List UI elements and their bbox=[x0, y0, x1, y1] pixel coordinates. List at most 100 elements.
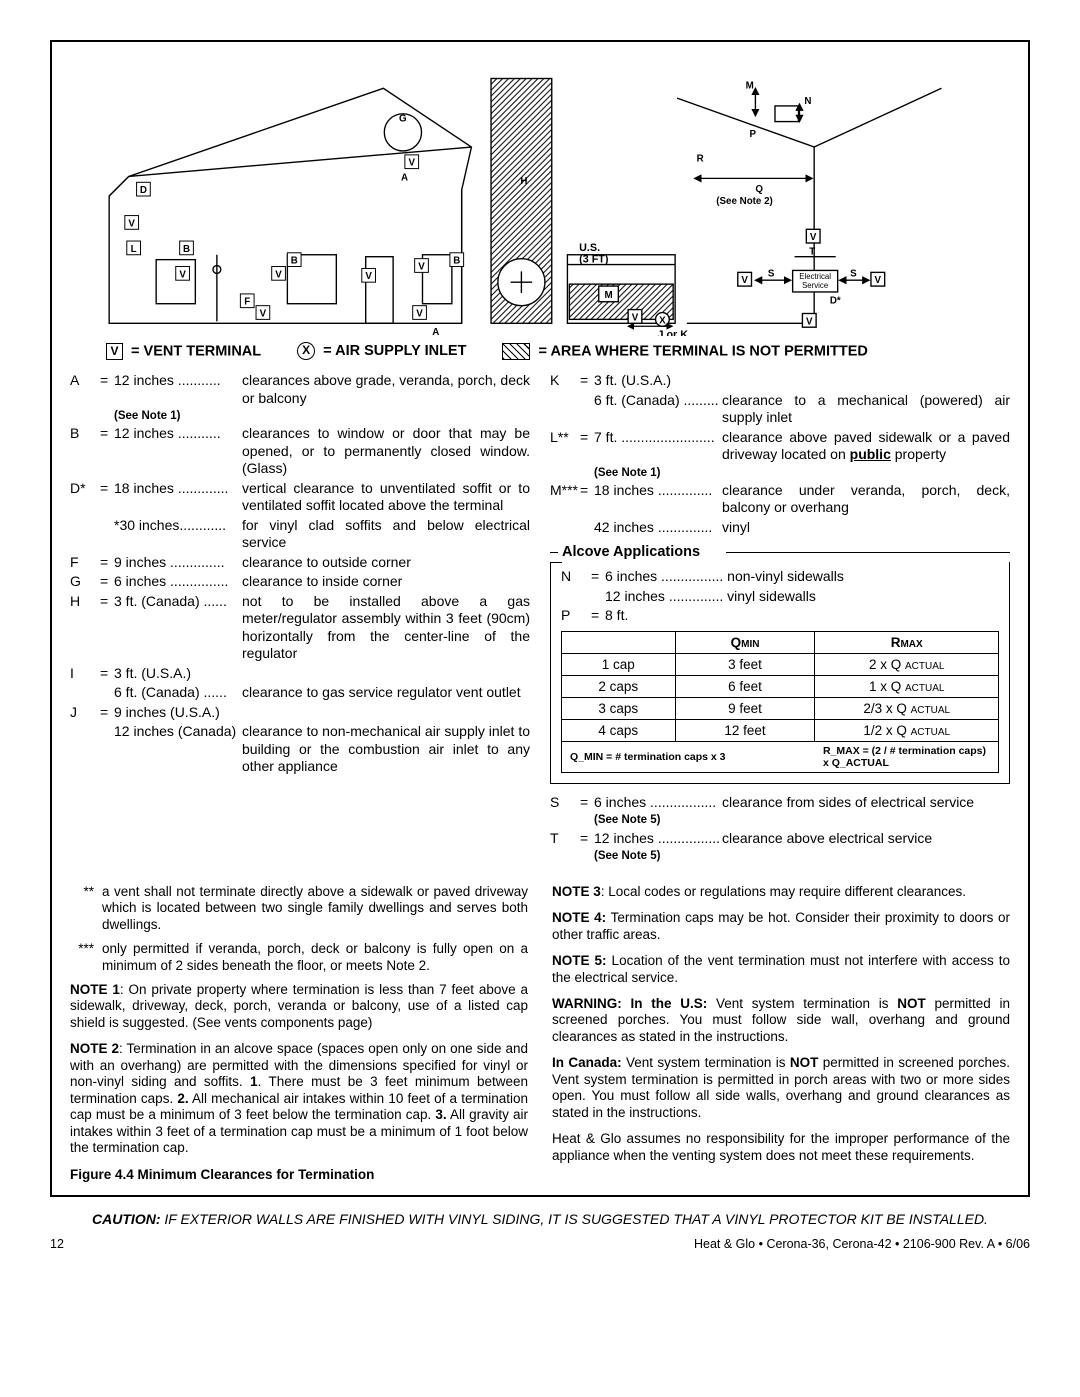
clearance-row: I=3 ft. (U.S.A.) bbox=[70, 665, 530, 683]
svg-text:V: V bbox=[408, 158, 415, 169]
svg-text:D: D bbox=[140, 185, 147, 196]
clearance-row: 12 inches (Canada)clearance to non-mecha… bbox=[70, 723, 530, 776]
legend-vent: V = VENT TERMINAL bbox=[106, 343, 261, 360]
svg-text:J or K: J or K bbox=[658, 329, 689, 336]
note-paragraph: NOTE 3: Local codes or regulations may r… bbox=[552, 884, 1010, 900]
clearance-row: 42 inches ..............vinyl bbox=[550, 519, 1010, 537]
clearance-row: D*=18 inches .............vertical clear… bbox=[70, 480, 530, 515]
note-paragraph: In Canada: Vent system termination is NO… bbox=[552, 1055, 1010, 1121]
svg-text:M: M bbox=[604, 290, 612, 301]
alcove-box: Alcove Applications N=6 inches .........… bbox=[550, 546, 1010, 784]
clearance-row: J=9 inches (U.S.A.) bbox=[70, 704, 530, 722]
svg-text:Service: Service bbox=[802, 281, 828, 290]
clearance-row: F=9 inches ..............clearance to ou… bbox=[70, 554, 530, 572]
svg-text:V: V bbox=[810, 232, 817, 243]
caution-line: CAUTION: IF EXTERIOR WALLS ARE FINISHED … bbox=[50, 1211, 1030, 1227]
svg-text:M: M bbox=[746, 80, 754, 91]
svg-text:T: T bbox=[809, 247, 815, 258]
svg-text:V: V bbox=[416, 308, 423, 319]
qr-formula-r: R_MAX = (2 / # termination caps) x Q_ACT… bbox=[815, 741, 999, 772]
svg-text:A: A bbox=[432, 327, 439, 336]
svg-text:V: V bbox=[179, 269, 186, 280]
svg-text:H: H bbox=[520, 176, 527, 187]
legend-air: X = AIR SUPPLY INLET bbox=[297, 342, 466, 360]
svg-text:V: V bbox=[260, 308, 267, 319]
svg-text:S: S bbox=[850, 268, 857, 279]
page-border: M V X U.S. (3 FT) J or K M N bbox=[50, 40, 1030, 1197]
alcove-n2: 12 inches .............. vinyl sidewalls bbox=[605, 588, 999, 606]
svg-text:V: V bbox=[418, 261, 425, 272]
asterisk-note: ***only permitted if veranda, porch, dec… bbox=[70, 941, 528, 974]
caution-text: IF EXTERIOR WALLS ARE FINISHED WITH VINY… bbox=[164, 1211, 988, 1227]
svg-text:S: S bbox=[768, 268, 775, 279]
note-paragraph: NOTE 5: Location of the vent termination… bbox=[552, 953, 1010, 986]
clearance-row: H=3 ft. (Canada) ......not to be install… bbox=[70, 593, 530, 663]
svg-text:P: P bbox=[750, 129, 757, 140]
qr-row: 3 caps9 feet2/3 x Q ACTUAL bbox=[562, 697, 999, 719]
notes-left-col: **a vent shall not terminate directly ab… bbox=[70, 884, 528, 1184]
svg-text:V: V bbox=[128, 218, 135, 229]
clearance-left: A=12 inches ...........clearances above … bbox=[70, 372, 530, 866]
alcove-n1: 6 inches ................ non-vinyl side… bbox=[605, 568, 999, 586]
svg-text:N: N bbox=[804, 96, 811, 107]
notes-right-col: NOTE 3: Local codes or regulations may r… bbox=[552, 884, 1010, 1184]
svg-text:D*: D* bbox=[830, 296, 841, 307]
legend-row: V = VENT TERMINAL X = AIR SUPPLY INLET =… bbox=[106, 342, 1010, 360]
svg-text:G: G bbox=[399, 114, 407, 125]
clearance-note: (See Note 5) bbox=[550, 813, 1010, 827]
svg-text:B: B bbox=[291, 256, 298, 267]
svg-text:V: V bbox=[741, 275, 748, 286]
qr-formula-l: Q_MIN = # termination caps x 3 bbox=[562, 741, 815, 772]
clearance-note: (See Note 5) bbox=[550, 849, 1010, 863]
alcove-p: 8 ft. bbox=[605, 607, 999, 625]
alcove-title: Alcove Applications bbox=[562, 544, 700, 560]
clearance-note: (See Note 1) bbox=[70, 409, 530, 423]
clearance-row: A=12 inches ...........clearances above … bbox=[70, 372, 530, 407]
svg-text:B: B bbox=[183, 244, 190, 255]
qr-row: 2 caps6 feet1 x Q ACTUAL bbox=[562, 675, 999, 697]
note-paragraph: NOTE 4: Termination caps may be hot. Con… bbox=[552, 910, 1010, 943]
clearance-row: 6 ft. (Canada) .........clearance to a m… bbox=[550, 392, 1010, 427]
note-paragraph: NOTE 2: Termination in an alcove space (… bbox=[70, 1041, 528, 1156]
note-paragraph: WARNING: In the U.S: Vent system termina… bbox=[552, 996, 1010, 1045]
note-paragraph: NOTE 1: On private property where termin… bbox=[70, 982, 528, 1031]
note-paragraph: Heat & Glo assumes no responsibility for… bbox=[552, 1131, 1010, 1164]
clearance-diagram: M V X U.S. (3 FT) J or K M N bbox=[70, 56, 1010, 336]
clearance-row: K=3 ft. (U.S.A.) bbox=[550, 372, 1010, 390]
svg-text:V: V bbox=[632, 312, 639, 323]
svg-text:V: V bbox=[875, 275, 882, 286]
clearance-row: G=6 inches ...............clearance to i… bbox=[70, 573, 530, 591]
clearance-columns: A=12 inches ...........clearances above … bbox=[70, 372, 1010, 866]
svg-text:Electrical: Electrical bbox=[799, 272, 831, 281]
clearance-row: S=6 inches .................clearance fr… bbox=[550, 794, 1010, 812]
clearance-row: B=12 inches ...........clearances to win… bbox=[70, 425, 530, 478]
clearance-row: L**=7 ft. ........................cleara… bbox=[550, 429, 1010, 464]
svg-text:(3 FT): (3 FT) bbox=[579, 254, 609, 266]
svg-text:V: V bbox=[365, 271, 372, 282]
notes-section: **a vent shall not terminate directly ab… bbox=[70, 884, 1010, 1184]
svg-text:F: F bbox=[244, 297, 250, 308]
page-number: 12 bbox=[50, 1237, 64, 1251]
clearance-right: K=3 ft. (U.S.A.) 6 ft. (Canada) .........… bbox=[550, 372, 1010, 866]
clearance-row: *30 inches............for vinyl clad sof… bbox=[70, 517, 530, 552]
clearance-row: T=12 inches ................clearance ab… bbox=[550, 830, 1010, 848]
qr-row: 1 cap3 feet2 x Q ACTUAL bbox=[562, 653, 999, 675]
clearance-note: (See Note 1) bbox=[550, 466, 1010, 480]
page-footer: 12 Heat & Glo • Cerona-36, Cerona-42 • 2… bbox=[50, 1237, 1030, 1251]
figure-caption: Figure 4.4 Minimum Clearances for Termin… bbox=[70, 1167, 528, 1183]
svg-text:V: V bbox=[806, 316, 813, 327]
svg-text:R: R bbox=[697, 154, 704, 165]
svg-text:(See Note 2): (See Note 2) bbox=[716, 196, 773, 207]
svg-text:B: B bbox=[453, 256, 460, 267]
legend-hatch: = AREA WHERE TERMINAL IS NOT PERMITTED bbox=[502, 343, 867, 360]
svg-text:V: V bbox=[275, 269, 282, 280]
qr-row: 4 caps12 feet1/2 x Q ACTUAL bbox=[562, 719, 999, 741]
svg-text:Q: Q bbox=[755, 184, 763, 195]
svg-text:X: X bbox=[659, 315, 666, 326]
footer-right: Heat & Glo • Cerona-36, Cerona-42 • 2106… bbox=[694, 1237, 1030, 1251]
svg-text:L: L bbox=[131, 244, 137, 255]
svg-text:A: A bbox=[401, 172, 408, 183]
clearance-row: M***=18 inches ..............clearance u… bbox=[550, 482, 1010, 517]
clearance-row: 6 ft. (Canada) ......clearance to gas se… bbox=[70, 684, 530, 702]
qr-table: QMIN RMAX 1 cap3 feet2 x Q ACTUAL2 caps6… bbox=[561, 631, 999, 773]
